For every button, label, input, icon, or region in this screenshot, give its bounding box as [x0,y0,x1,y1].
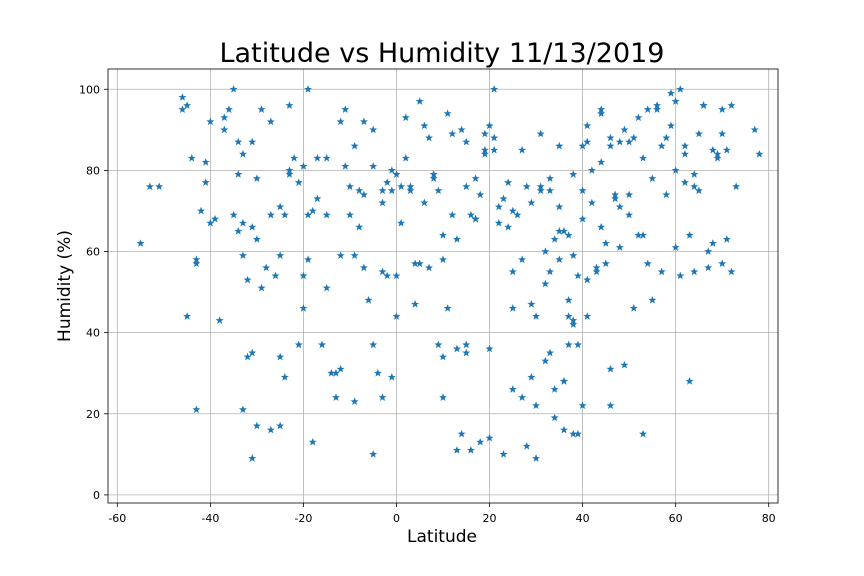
x-tick-label: -40 [201,512,219,525]
y-tick-label: 80 [86,164,100,177]
x-tick-label: -60 [108,512,126,525]
x-tick-label: 40 [576,512,590,525]
axis-ticks: -60 -40 -20 0 20 40 60 80 0 20 40 60 80 100 [79,83,776,525]
y-tick-label: 100 [79,83,100,96]
y-tick-label: 60 [86,246,100,259]
x-tick-label: 0 [393,512,400,525]
x-tick-label: -20 [294,512,312,525]
plot-frame [107,68,779,504]
chart-title: Latitude vs Humidity 11/13/2019 [220,38,665,69]
x-tick-label: 60 [669,512,683,525]
y-tick-label: 0 [93,489,100,502]
y-tick-label: 40 [86,327,100,340]
x-tick-label: 80 [762,512,776,525]
x-axis-title: Latitude [407,527,477,547]
grid [108,69,778,503]
y-axis-title: Humidity (%) [55,230,75,342]
x-tick-label: 20 [483,512,497,525]
y-tick-label: 20 [86,408,100,421]
